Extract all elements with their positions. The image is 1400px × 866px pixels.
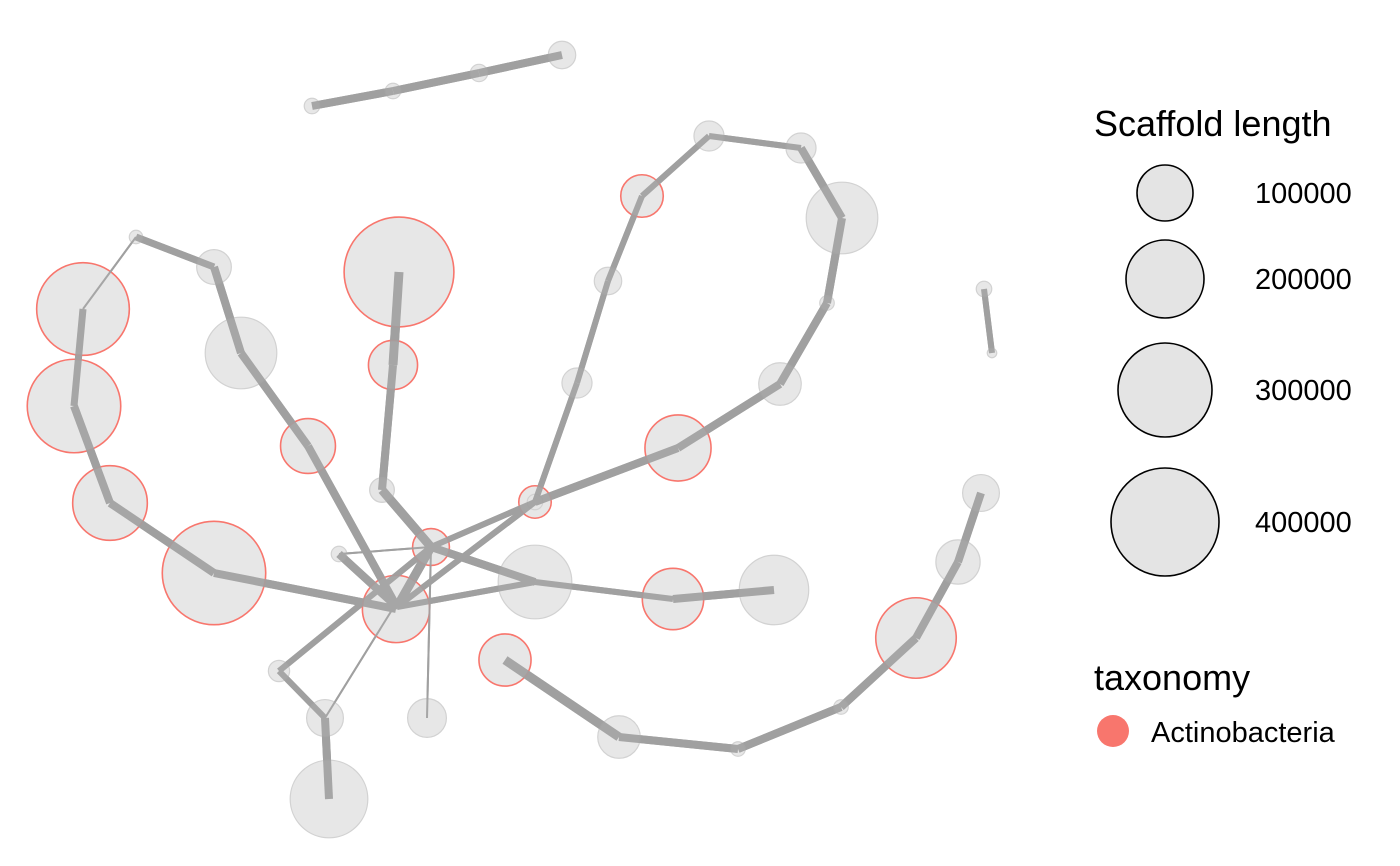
network-edge (396, 579, 536, 610)
network-edge (639, 133, 712, 199)
network-edge (395, 499, 537, 610)
network-edge (336, 551, 400, 610)
legend: Scaffold length 100000 200000 300000 400000… (1094, 103, 1352, 749)
network-edge (675, 380, 783, 452)
network-edge (838, 635, 919, 710)
network-edge (574, 280, 611, 384)
size-legend-label: 200000 (1255, 264, 1352, 296)
network-edge (82, 236, 137, 310)
network-edge (321, 717, 333, 800)
network-edge (378, 364, 397, 491)
size-legend-label: 100000 (1255, 178, 1352, 210)
network-edge (533, 444, 680, 506)
network-edge (954, 491, 985, 564)
network-edge (912, 560, 962, 640)
network-edge (388, 271, 404, 366)
color-legend-keys: Actinobacteria (1097, 715, 1336, 749)
network-edge (324, 546, 432, 719)
network-edge (672, 586, 775, 603)
network-edge (429, 499, 537, 550)
network-edges-overlay (70, 51, 995, 800)
size-legend-circle (1117, 342, 1213, 438)
network-edge (134, 233, 216, 271)
color-legend-swatch (1097, 715, 1129, 747)
network-edge (708, 133, 802, 151)
network-edge (534, 579, 674, 602)
size-legend-label: 300000 (1255, 375, 1352, 407)
network-edge (237, 350, 312, 449)
network-edge (276, 668, 328, 721)
network-edge (304, 444, 401, 609)
network-edge (426, 546, 432, 719)
size-legend-circle (1125, 239, 1205, 319)
size-legend-title: Scaffold length (1094, 103, 1332, 144)
network-edge (381, 489, 432, 548)
network-edge (338, 546, 432, 555)
network-edge (107, 499, 217, 577)
network-edges (70, 51, 995, 800)
color-legend-title: taxonomy (1094, 657, 1250, 698)
network-nodes (26, 40, 1001, 839)
network-edge (70, 404, 114, 505)
network-edge (618, 733, 739, 753)
network-edge (311, 87, 394, 110)
network-edge (429, 543, 537, 586)
network-edge (478, 51, 563, 77)
network-edge (605, 194, 645, 283)
size-legend-circle (1136, 164, 1194, 222)
size-legend-keys: 100000 200000 300000 400000 (1110, 164, 1352, 577)
network-edge (277, 544, 433, 674)
size-legend-label: 400000 (1255, 507, 1352, 539)
network-edge (776, 300, 831, 387)
color-legend-label: Actinobacteria (1151, 717, 1336, 749)
network-edge (502, 656, 622, 741)
network-edge (532, 382, 580, 503)
network-edge (736, 703, 843, 753)
network-edge (70, 308, 87, 407)
network-edge (981, 288, 995, 354)
size-legend-circle (1110, 467, 1220, 577)
network-edge (823, 217, 846, 304)
network-edge (392, 69, 480, 95)
network-edge (797, 145, 846, 221)
network-edge (210, 265, 245, 355)
